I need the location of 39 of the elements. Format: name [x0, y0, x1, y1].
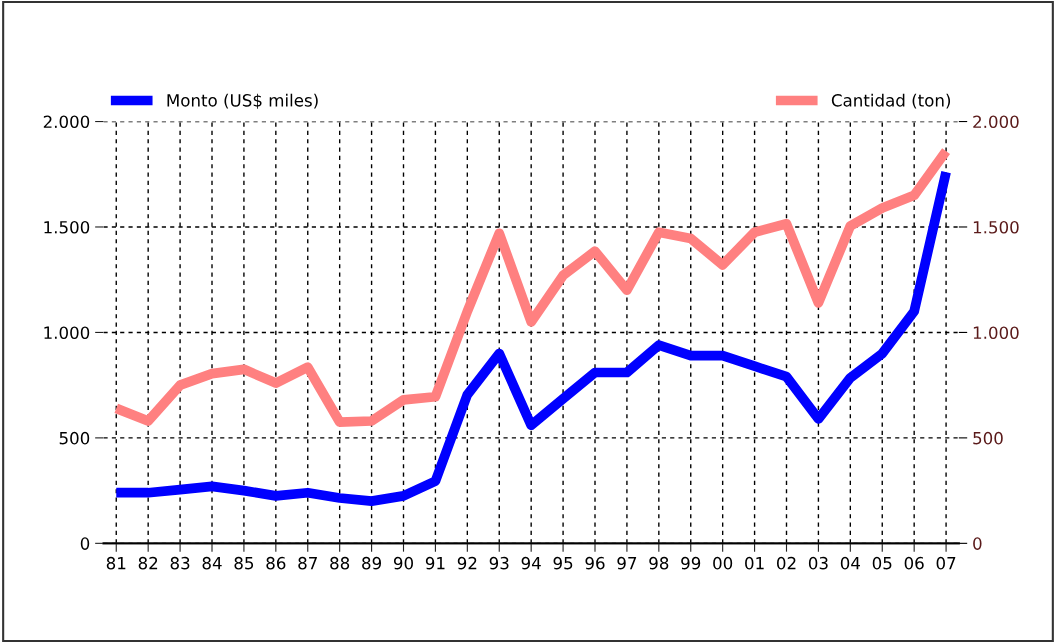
- x-tick-label: 99: [681, 556, 701, 570]
- y2-tick-label: 500: [973, 431, 1003, 445]
- y2-tick-label: 1.000: [973, 326, 1019, 339]
- x-tick-label: 93: [489, 556, 509, 570]
- x-tick-label: 92: [457, 556, 477, 570]
- x-tick-label: 07: [936, 556, 956, 570]
- x-tick-label: 81: [106, 556, 126, 570]
- x-tick-label: 98: [649, 556, 669, 570]
- x-tick-label: 82: [138, 556, 158, 570]
- x-tick-label: 02: [776, 556, 796, 570]
- x-tick-label: 94: [521, 556, 541, 570]
- y-tick-label: 1.000: [44, 326, 90, 339]
- y-tick-label: 0: [80, 537, 90, 550]
- x-tick-label: 05: [872, 556, 892, 570]
- x-tick-label: 83: [170, 556, 190, 570]
- y-tick-label: 2.000: [43, 115, 90, 129]
- x-tick-label: 96: [585, 556, 605, 570]
- x-tick-label: 03: [808, 556, 828, 570]
- y2-tick-label: 2.000: [973, 115, 1019, 129]
- x-tick-label: 90: [393, 556, 413, 570]
- y2-tick-label: 0: [973, 537, 982, 550]
- x-tick-label: 01: [745, 556, 764, 570]
- x-tick-label: 97: [617, 556, 637, 570]
- x-tick-label: 06: [904, 556, 924, 570]
- x-tick-label: 91: [425, 556, 445, 570]
- x-tick-label: 04: [840, 556, 860, 570]
- x-tick-label: 85: [234, 556, 254, 570]
- legend-label: Monto (US$ miles): [167, 93, 318, 109]
- y2-tick-label: 1.500: [973, 220, 1019, 234]
- x-tick-label: 86: [266, 556, 286, 570]
- y-tick-label: 500: [59, 431, 90, 445]
- legend-label: Cantidad (ton): [831, 93, 951, 109]
- x-tick-label: 00: [713, 556, 733, 570]
- x-tick-label: 87: [298, 556, 317, 570]
- y-tick-label: 1.500: [44, 220, 90, 234]
- x-tick-label: 89: [362, 556, 382, 570]
- x-tick-label: 95: [553, 556, 573, 570]
- x-tick-label: 84: [202, 556, 222, 570]
- x-tick-label: 88: [330, 556, 350, 570]
